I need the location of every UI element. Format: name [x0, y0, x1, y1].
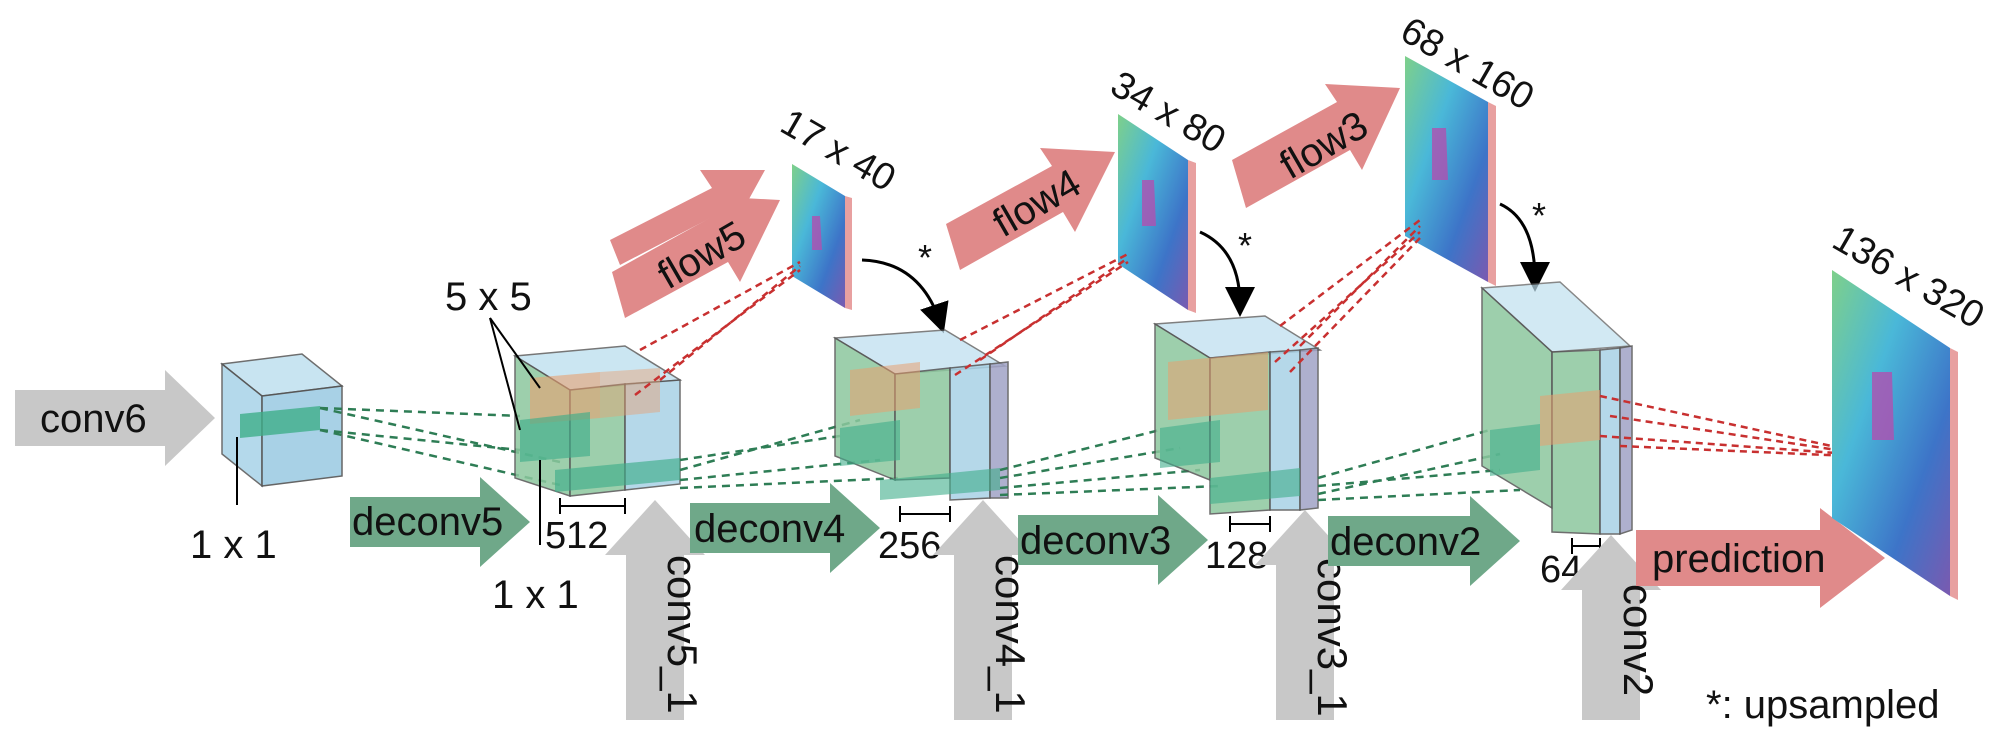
deconv5-arrow: deconv5: [350, 477, 530, 567]
kernel-1x1-label-b: 1 x 1: [492, 573, 579, 617]
deconv4-label: deconv4: [694, 507, 845, 551]
deconv2-arrow: deconv2: [1328, 496, 1520, 586]
bracket-256: [899, 506, 951, 522]
dashed-lines-block4-block3: [999, 428, 1221, 497]
bracket-512: [559, 498, 626, 514]
feature-block-3: [1152, 315, 1323, 515]
conv6-cube: [220, 353, 344, 505]
flow4-label: flow4: [986, 161, 1089, 246]
dashed-lines-conv6-block5: [319, 406, 561, 487]
conv6-arrow: conv6: [15, 370, 215, 466]
flow5-arrow: flow5: [610, 170, 780, 318]
prediction-arrow: prediction: [1636, 508, 1885, 608]
prediction-map: [1832, 270, 1958, 600]
flow4-map: [1118, 114, 1196, 313]
conv5_1-arrow: conv5_1: [605, 500, 706, 720]
upsampled-legend: *: upsampled: [1706, 683, 1939, 727]
red-dashed-block3-flow3: [1274, 219, 1421, 373]
channels-256-label: 256: [878, 525, 941, 567]
conv4_1-label: conv4_1: [987, 555, 1034, 714]
channels-512-label: 512: [545, 515, 608, 557]
red-dashed-block4-flow4: [954, 252, 1129, 377]
upsample-mark-2: *: [1238, 225, 1252, 266]
conv6-label: conv6: [40, 397, 147, 441]
feature-block-5: [512, 345, 683, 498]
flow3-arrow: flow3: [1232, 84, 1400, 208]
prediction-label: prediction: [1652, 537, 1825, 581]
bracket-128: [1229, 516, 1271, 532]
channels-128-label: 128: [1205, 535, 1268, 577]
kernel-5x5-label: 5 x 5: [445, 275, 532, 319]
upsample-arrow-1: [861, 258, 949, 334]
upsample-arrow-2: [1199, 230, 1255, 317]
red-dashed-block5-flow5: [634, 260, 801, 396]
deconv2-label: deconv2: [1330, 520, 1481, 564]
conv2-label: conv2: [1615, 584, 1662, 696]
flow3-map: [1405, 56, 1496, 286]
upsample-arrow-3: [1499, 202, 1550, 292]
upsample-mark-3: *: [1532, 195, 1546, 236]
dashed-lines-block5-block4: [679, 418, 901, 490]
feature-block-4: [832, 329, 1009, 501]
conv4_1-arrow: conv4_1: [933, 500, 1034, 720]
deconv3-label: deconv3: [1020, 519, 1171, 563]
dashed-lines-block3-block2: [1317, 428, 1521, 502]
conv5_1-label: conv5_1: [659, 555, 706, 714]
kernel-5x5-pointer: [489, 317, 541, 545]
deconv3-arrow: deconv3: [1018, 495, 1208, 585]
deconv4-arrow: deconv4: [690, 483, 880, 573]
flow4-arrow: flow4: [946, 148, 1115, 270]
deconv5-label: deconv5: [352, 500, 503, 544]
upsample-mark-1: *: [918, 237, 932, 278]
feature-block-2: [1480, 281, 1633, 536]
conv3_1-label: conv3_1: [1309, 558, 1356, 717]
flow5-map: [792, 164, 852, 310]
kernel-1x1-label-a: 1 x 1: [190, 523, 277, 567]
red-dashed-block2-prediction: [1599, 394, 1851, 458]
